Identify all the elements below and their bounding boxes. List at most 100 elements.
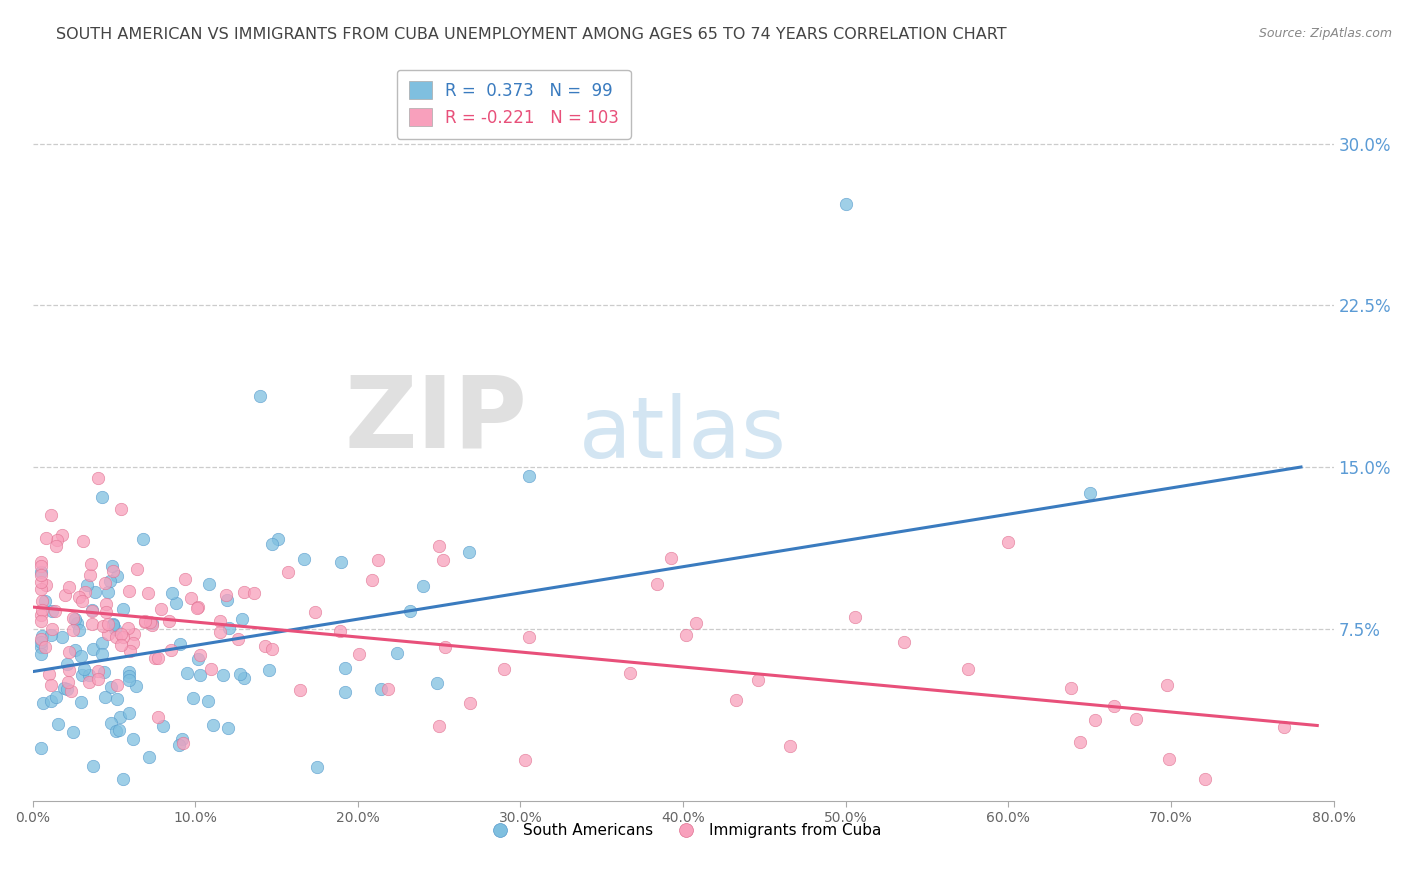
Point <box>86 673 108 687</box>
Point <box>67 590 90 604</box>
Point <box>200 661 222 675</box>
Point <box>659 551 682 566</box>
Point <box>41 508 63 522</box>
Point <box>122 627 145 641</box>
Point <box>188 648 211 662</box>
Point <box>56 681 79 696</box>
Point <box>55 657 77 671</box>
Point <box>150 602 173 616</box>
Point <box>91 619 114 633</box>
Point <box>70 667 93 681</box>
Point <box>187 599 209 614</box>
Point <box>39 628 62 642</box>
Point <box>94 576 117 591</box>
Point <box>79 567 101 582</box>
Point <box>69 648 91 663</box>
Point <box>146 710 169 724</box>
Point <box>257 664 280 678</box>
Point <box>91 648 114 662</box>
Point <box>80 557 103 571</box>
Point <box>76 578 98 592</box>
Point <box>242 586 264 600</box>
Point <box>228 666 250 681</box>
Point <box>118 668 141 682</box>
Point <box>31 602 53 616</box>
Point <box>779 739 801 753</box>
Point <box>1194 772 1216 787</box>
Point <box>433 640 456 654</box>
Point <box>141 617 163 632</box>
Point <box>103 623 125 637</box>
Point <box>73 585 96 599</box>
Point <box>515 753 537 767</box>
Point <box>180 591 202 606</box>
Point <box>93 665 115 680</box>
Point <box>360 573 382 587</box>
Point <box>97 585 120 599</box>
Point <box>101 564 124 578</box>
Point <box>1156 677 1178 691</box>
Point <box>90 635 112 649</box>
Point <box>427 539 450 553</box>
Point <box>167 738 190 752</box>
Point <box>333 661 356 675</box>
Point <box>619 665 641 680</box>
Point <box>138 586 160 600</box>
Text: SOUTH AMERICAN VS IMMIGRANTS FROM CUBA UNEMPLOYMENT AMONG AGES 65 TO 74 YEARS CO: SOUTH AMERICAN VS IMMIGRANTS FROM CUBA U… <box>56 27 1007 42</box>
Point <box>217 721 239 735</box>
Point <box>208 614 231 628</box>
Point <box>1102 698 1125 713</box>
Point <box>143 651 166 665</box>
Point <box>39 693 62 707</box>
Point <box>1078 486 1101 500</box>
Point <box>59 683 82 698</box>
Point <box>226 632 249 647</box>
Point <box>105 692 128 706</box>
Point <box>97 617 120 632</box>
Point <box>169 637 191 651</box>
Point <box>347 647 370 661</box>
Point <box>262 641 284 656</box>
Point <box>30 555 52 569</box>
Point <box>82 641 104 656</box>
Point <box>844 610 866 624</box>
Point <box>105 678 128 692</box>
Point <box>432 553 454 567</box>
Point <box>77 668 100 682</box>
Point <box>104 724 127 739</box>
Point <box>105 631 128 645</box>
Point <box>30 632 52 647</box>
Point <box>30 607 52 622</box>
Point <box>215 592 238 607</box>
Point <box>97 626 120 640</box>
Point <box>110 709 132 723</box>
Point <box>96 597 118 611</box>
Point <box>30 574 52 589</box>
Point <box>34 594 56 608</box>
Point <box>80 604 103 618</box>
Point <box>31 696 53 710</box>
Point <box>460 696 482 710</box>
Point <box>1157 752 1180 766</box>
Point <box>997 535 1019 549</box>
Point <box>209 624 232 639</box>
Point <box>160 586 183 600</box>
Point <box>83 585 105 599</box>
Point <box>231 612 253 626</box>
Point <box>94 606 117 620</box>
Point <box>139 615 162 630</box>
Point <box>202 718 225 732</box>
Point <box>186 601 208 615</box>
Point <box>41 622 63 636</box>
Point <box>67 624 90 638</box>
Point <box>66 615 89 630</box>
Point <box>172 736 194 750</box>
Text: atlas: atlas <box>579 393 787 476</box>
Point <box>426 675 449 690</box>
Point <box>45 690 67 705</box>
Point <box>262 537 284 551</box>
Point <box>1125 712 1147 726</box>
Point <box>46 533 69 548</box>
Point <box>1272 720 1295 734</box>
Point <box>645 577 668 591</box>
